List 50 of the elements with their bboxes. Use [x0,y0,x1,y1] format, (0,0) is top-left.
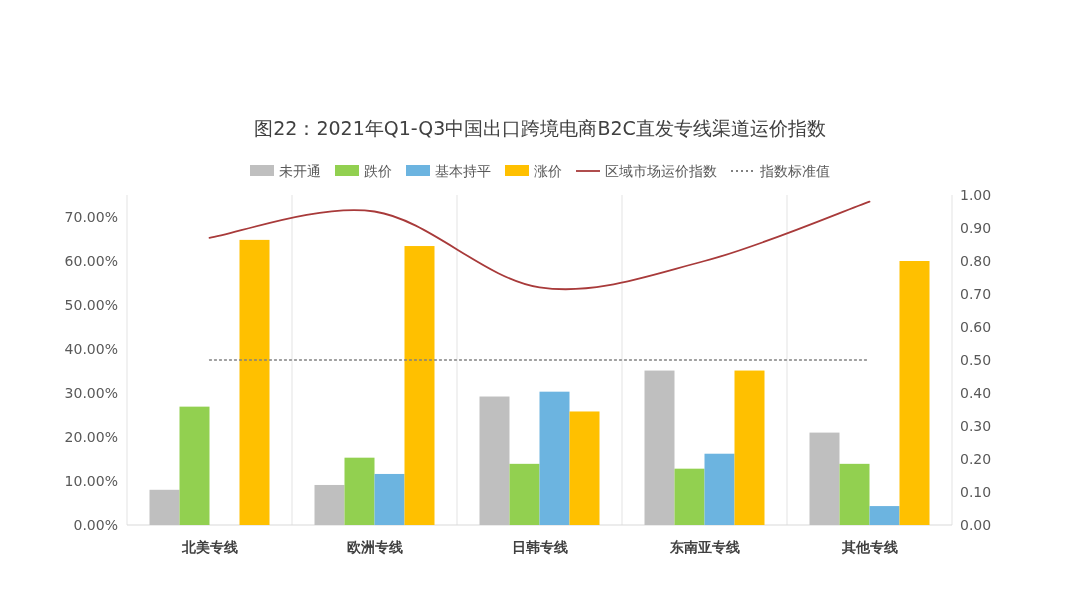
bar [479,396,510,525]
bar [344,457,375,525]
y2-tick-label: 0.70 [960,286,992,302]
bar [179,406,210,525]
chart-title: 图22：2021年Q1-Q3中国出口跨境电商B2C直发专线渠道运价指数 [254,117,826,139]
bar [839,463,870,525]
y-tick-label: 50.00% [64,297,118,313]
y2-tick-label: 0.20 [960,451,992,467]
bar [869,506,900,525]
y2-tick-label: 1.00 [960,187,992,203]
x-tick-label: 欧洲专线 [346,539,403,555]
legend-label: 跌价 [364,163,392,179]
legend-label: 涨价 [534,163,562,179]
bar [809,432,840,525]
x-tick-label: 其他专线 [840,539,898,555]
y-tick-label: 30.00% [64,385,118,401]
bar [569,411,600,525]
bar [704,453,735,525]
y2-tick-label: 0.30 [960,418,992,434]
legend-label: 基本持平 [435,163,491,179]
y2-tick-label: 0.10 [960,484,992,500]
y2-tick-label: 0.60 [960,319,992,335]
bar [644,370,675,525]
bar [509,463,540,525]
y2-tick-label: 0.80 [960,253,992,269]
legend-label: 未开通 [279,163,321,179]
y2-tick-label: 0.40 [960,385,992,401]
bar [539,391,570,525]
y2-tick-label: 0.50 [960,352,992,368]
bar [149,489,180,525]
y-tick-label: 0.00% [73,517,118,533]
y2-tick-label: 0.00 [960,517,992,533]
bar [404,246,435,525]
x-tick-label: 日韩专线 [511,539,568,555]
bar [734,370,765,525]
bar [314,484,345,525]
y-tick-label: 10.00% [64,473,118,489]
bar [899,261,930,525]
x-tick-label: 北美专线 [180,539,238,555]
y-tick-label: 70.00% [64,209,118,225]
y-tick-label: 20.00% [64,429,118,445]
legend-label: 指数标准值 [759,163,830,179]
y-tick-label: 60.00% [64,253,118,269]
bar [239,239,270,525]
y2-tick-label: 0.90 [960,220,992,236]
y-tick-label: 40.00% [64,341,118,357]
bar [374,473,405,525]
bar [674,468,705,525]
x-tick-label: 东南亚专线 [668,539,740,555]
legend-label: 区域市场运价指数 [605,163,717,179]
